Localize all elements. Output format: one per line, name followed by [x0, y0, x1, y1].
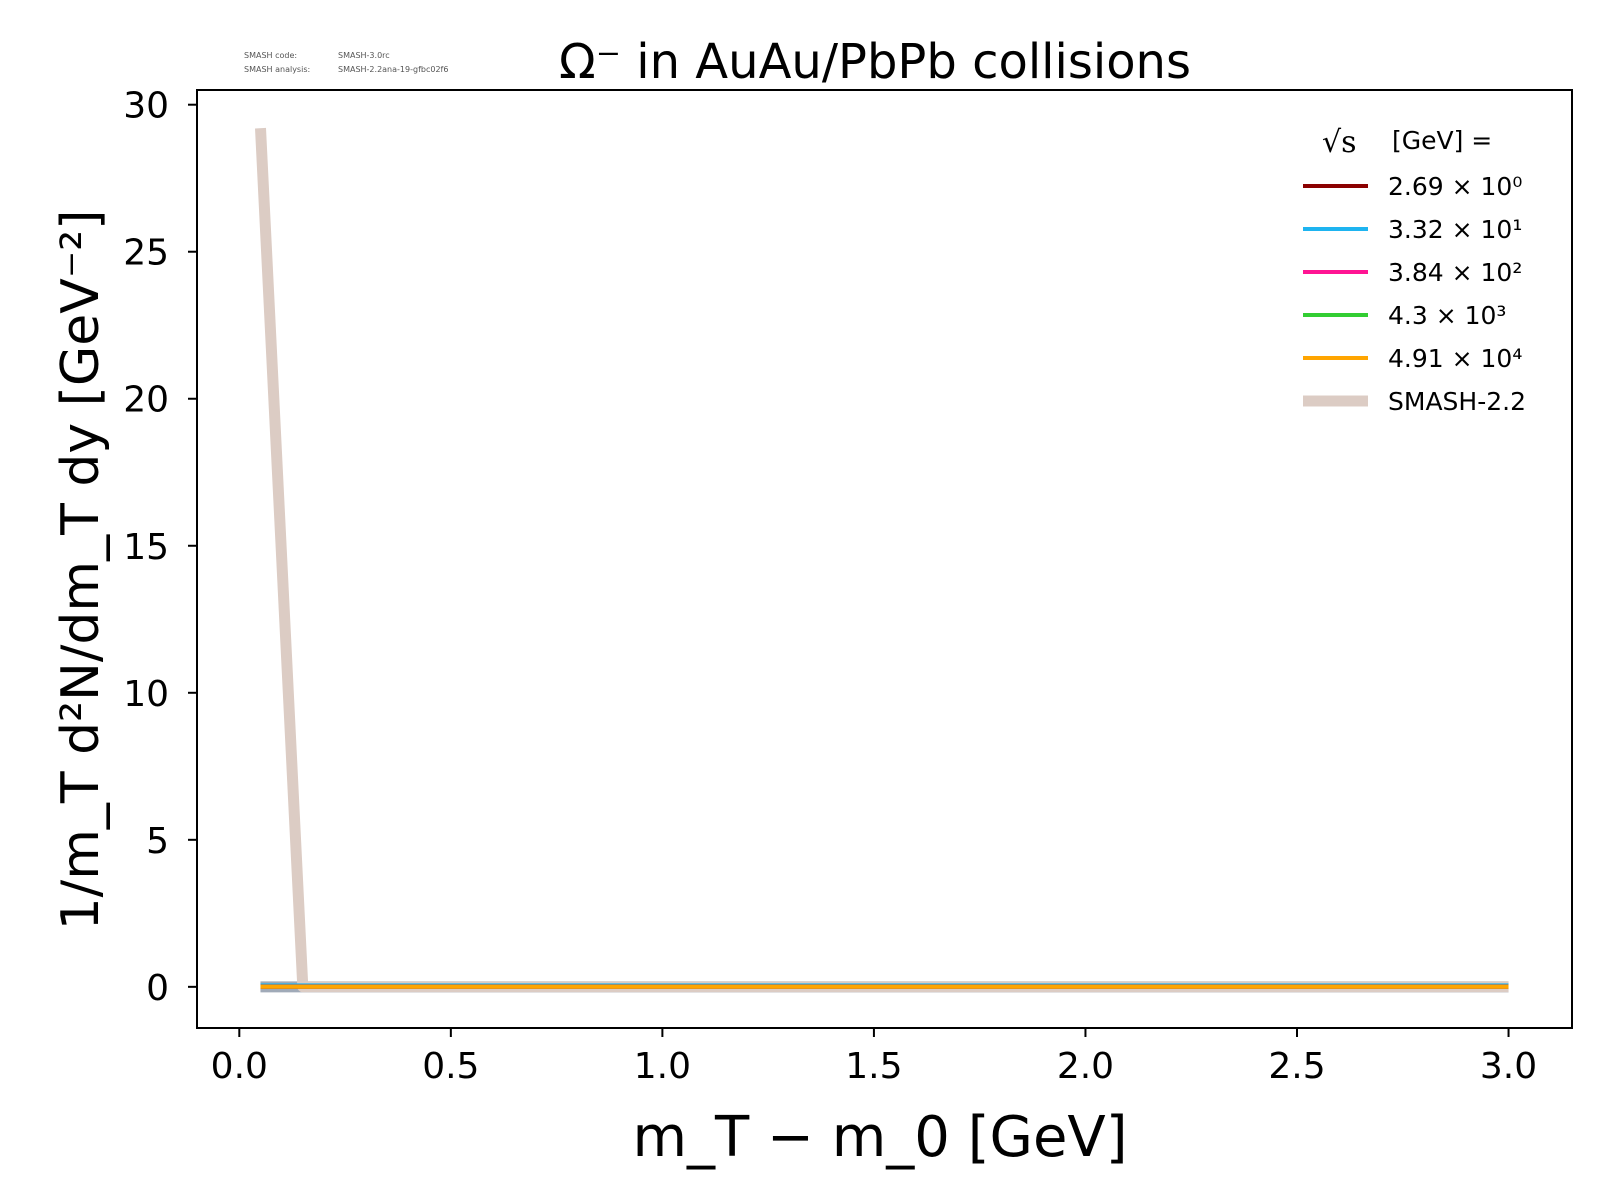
x-tick-label: 0.0 [211, 1046, 268, 1087]
legend-label-3: 4.3 × 10³ [1388, 301, 1506, 330]
series-layer [255, 127, 1509, 993]
x-tick-label: 1.0 [634, 1046, 691, 1087]
code-label: SMASH code: [244, 51, 297, 60]
y-tick-label: 5 [146, 821, 169, 862]
y-tick-label: 25 [123, 233, 169, 274]
x-tick-label: 2.0 [1057, 1046, 1114, 1087]
legend-label-1: 3.32 × 10¹ [1388, 215, 1522, 244]
y-tick-label: 30 [123, 86, 169, 127]
legend: √s [GeV] = 2.69 × 10⁰ 3.32 × 10¹ 3.84 × 10… [1303, 125, 1526, 416]
legend-label-0: 2.69 × 10⁰ [1388, 172, 1522, 201]
x-tick-label: 3.0 [1480, 1046, 1537, 1087]
code-value: SMASH-3.0rc [338, 51, 390, 60]
legend-label-4: 4.91 × 10⁴ [1388, 344, 1522, 373]
x-axis-label: m_T − m_0 [GeV] [632, 1105, 1127, 1170]
y-tick-label: 0 [146, 968, 169, 1009]
y-tick-label: 20 [123, 380, 169, 421]
legend-sqrt-symbol: √s [1322, 125, 1357, 160]
legend-label-5: SMASH-2.2 [1388, 387, 1526, 416]
x-ticks: 0.0 0.5 1.0 1.5 2.0 2.5 3.0 [211, 1028, 1537, 1087]
x-tick-label: 0.5 [422, 1046, 479, 1087]
y-axis-label: 1/m_T d²N/dm_T dy [GeV⁻²] [51, 210, 111, 931]
x-tick-label: 1.5 [845, 1046, 902, 1087]
y-tick-label: 10 [123, 674, 169, 715]
x-tick-label: 2.5 [1268, 1046, 1325, 1087]
legend-label-2: 3.84 × 10² [1388, 258, 1522, 287]
plot-frame [196, 89, 1573, 1029]
legend-title: [GeV] = [1392, 126, 1492, 155]
y-ticks: 0 5 10 15 20 25 30 [123, 86, 197, 1009]
chart-title: Ω⁻ in AuAu/PbPb collisions [559, 34, 1191, 90]
legend-items: 2.69 × 10⁰ 3.32 × 10¹ 3.84 × 10² 4.3 × 10³ 4… [1303, 172, 1526, 416]
analysis-label: SMASH analysis: [244, 65, 310, 74]
series-line-5 [255, 127, 1509, 993]
analysis-value: SMASH-2.2ana-19-gfbc02f6 [338, 65, 448, 74]
y-tick-label: 15 [123, 527, 169, 568]
